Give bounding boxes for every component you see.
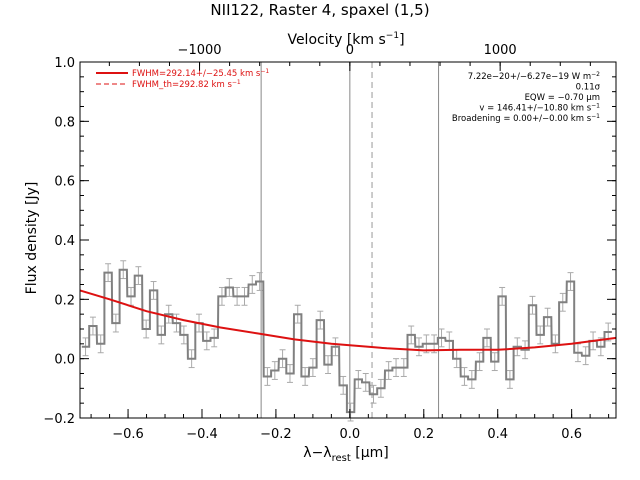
y-tick-label: 0.8	[54, 115, 75, 130]
annotation-text: v = 146.41+/−10.80 km s−1	[479, 103, 600, 114]
top-tick-label: −1000	[178, 43, 222, 58]
annotation-text: EQW = −0.70 μm	[525, 93, 600, 103]
top-tick-label: 0	[346, 43, 354, 58]
legend-label: FWHM=292.14+/−25.45 km s−1	[132, 68, 269, 79]
x-tick-label: 0.0	[340, 427, 361, 442]
y-tick-label: 0.6	[54, 175, 75, 190]
x-axis-label: λ−λrest [μm]	[303, 445, 388, 464]
annotation-text: 7.22e−20+/−6.27e−19 W m−2	[468, 71, 600, 82]
x-tick-label: 0.2	[413, 427, 434, 442]
x-tick-label: 0.6	[561, 427, 582, 442]
annotation-text: 0.11σ	[576, 83, 601, 93]
y-tick-label: 0.4	[54, 234, 75, 249]
y-tick-label: 0.0	[54, 353, 75, 368]
fit-curve	[79, 289, 617, 352]
annotation-text: Broadening = 0.00+/−0.00 km s−1	[452, 113, 600, 124]
x-tick-label: 0.4	[487, 427, 508, 442]
y-axis-label: Flux density [Jy]	[24, 182, 40, 295]
legend-label: FWHM_th=292.82 km s−1	[132, 79, 241, 90]
y-tick-label: −0.2	[43, 412, 75, 427]
x-tick-label: −0.4	[186, 427, 218, 442]
reference-lines	[260, 62, 440, 418]
chart-title: NII122, Raster 4, spaxel (1,5)	[210, 1, 429, 19]
x-tick-label: −0.6	[112, 427, 144, 442]
legend: FWHM=292.14+/−25.45 km s−1FWHM_th=292.82…	[96, 68, 269, 90]
spectrum-step-line	[81, 268, 612, 414]
series-layer	[79, 268, 617, 414]
y-tick-label: 0.2	[54, 293, 75, 308]
top-axis-label: Velocity [km s−1]	[287, 31, 404, 48]
axes: −0.6 −0.4 −0.2 0.0 0.2 0.4 0.6 −0.2 0.0 0.2 0.4 0.6…	[43, 43, 617, 442]
top-tick-label: 1000	[484, 43, 517, 58]
y-tick-label: 1.0	[54, 56, 75, 71]
x-tick-label: −0.2	[260, 427, 292, 442]
